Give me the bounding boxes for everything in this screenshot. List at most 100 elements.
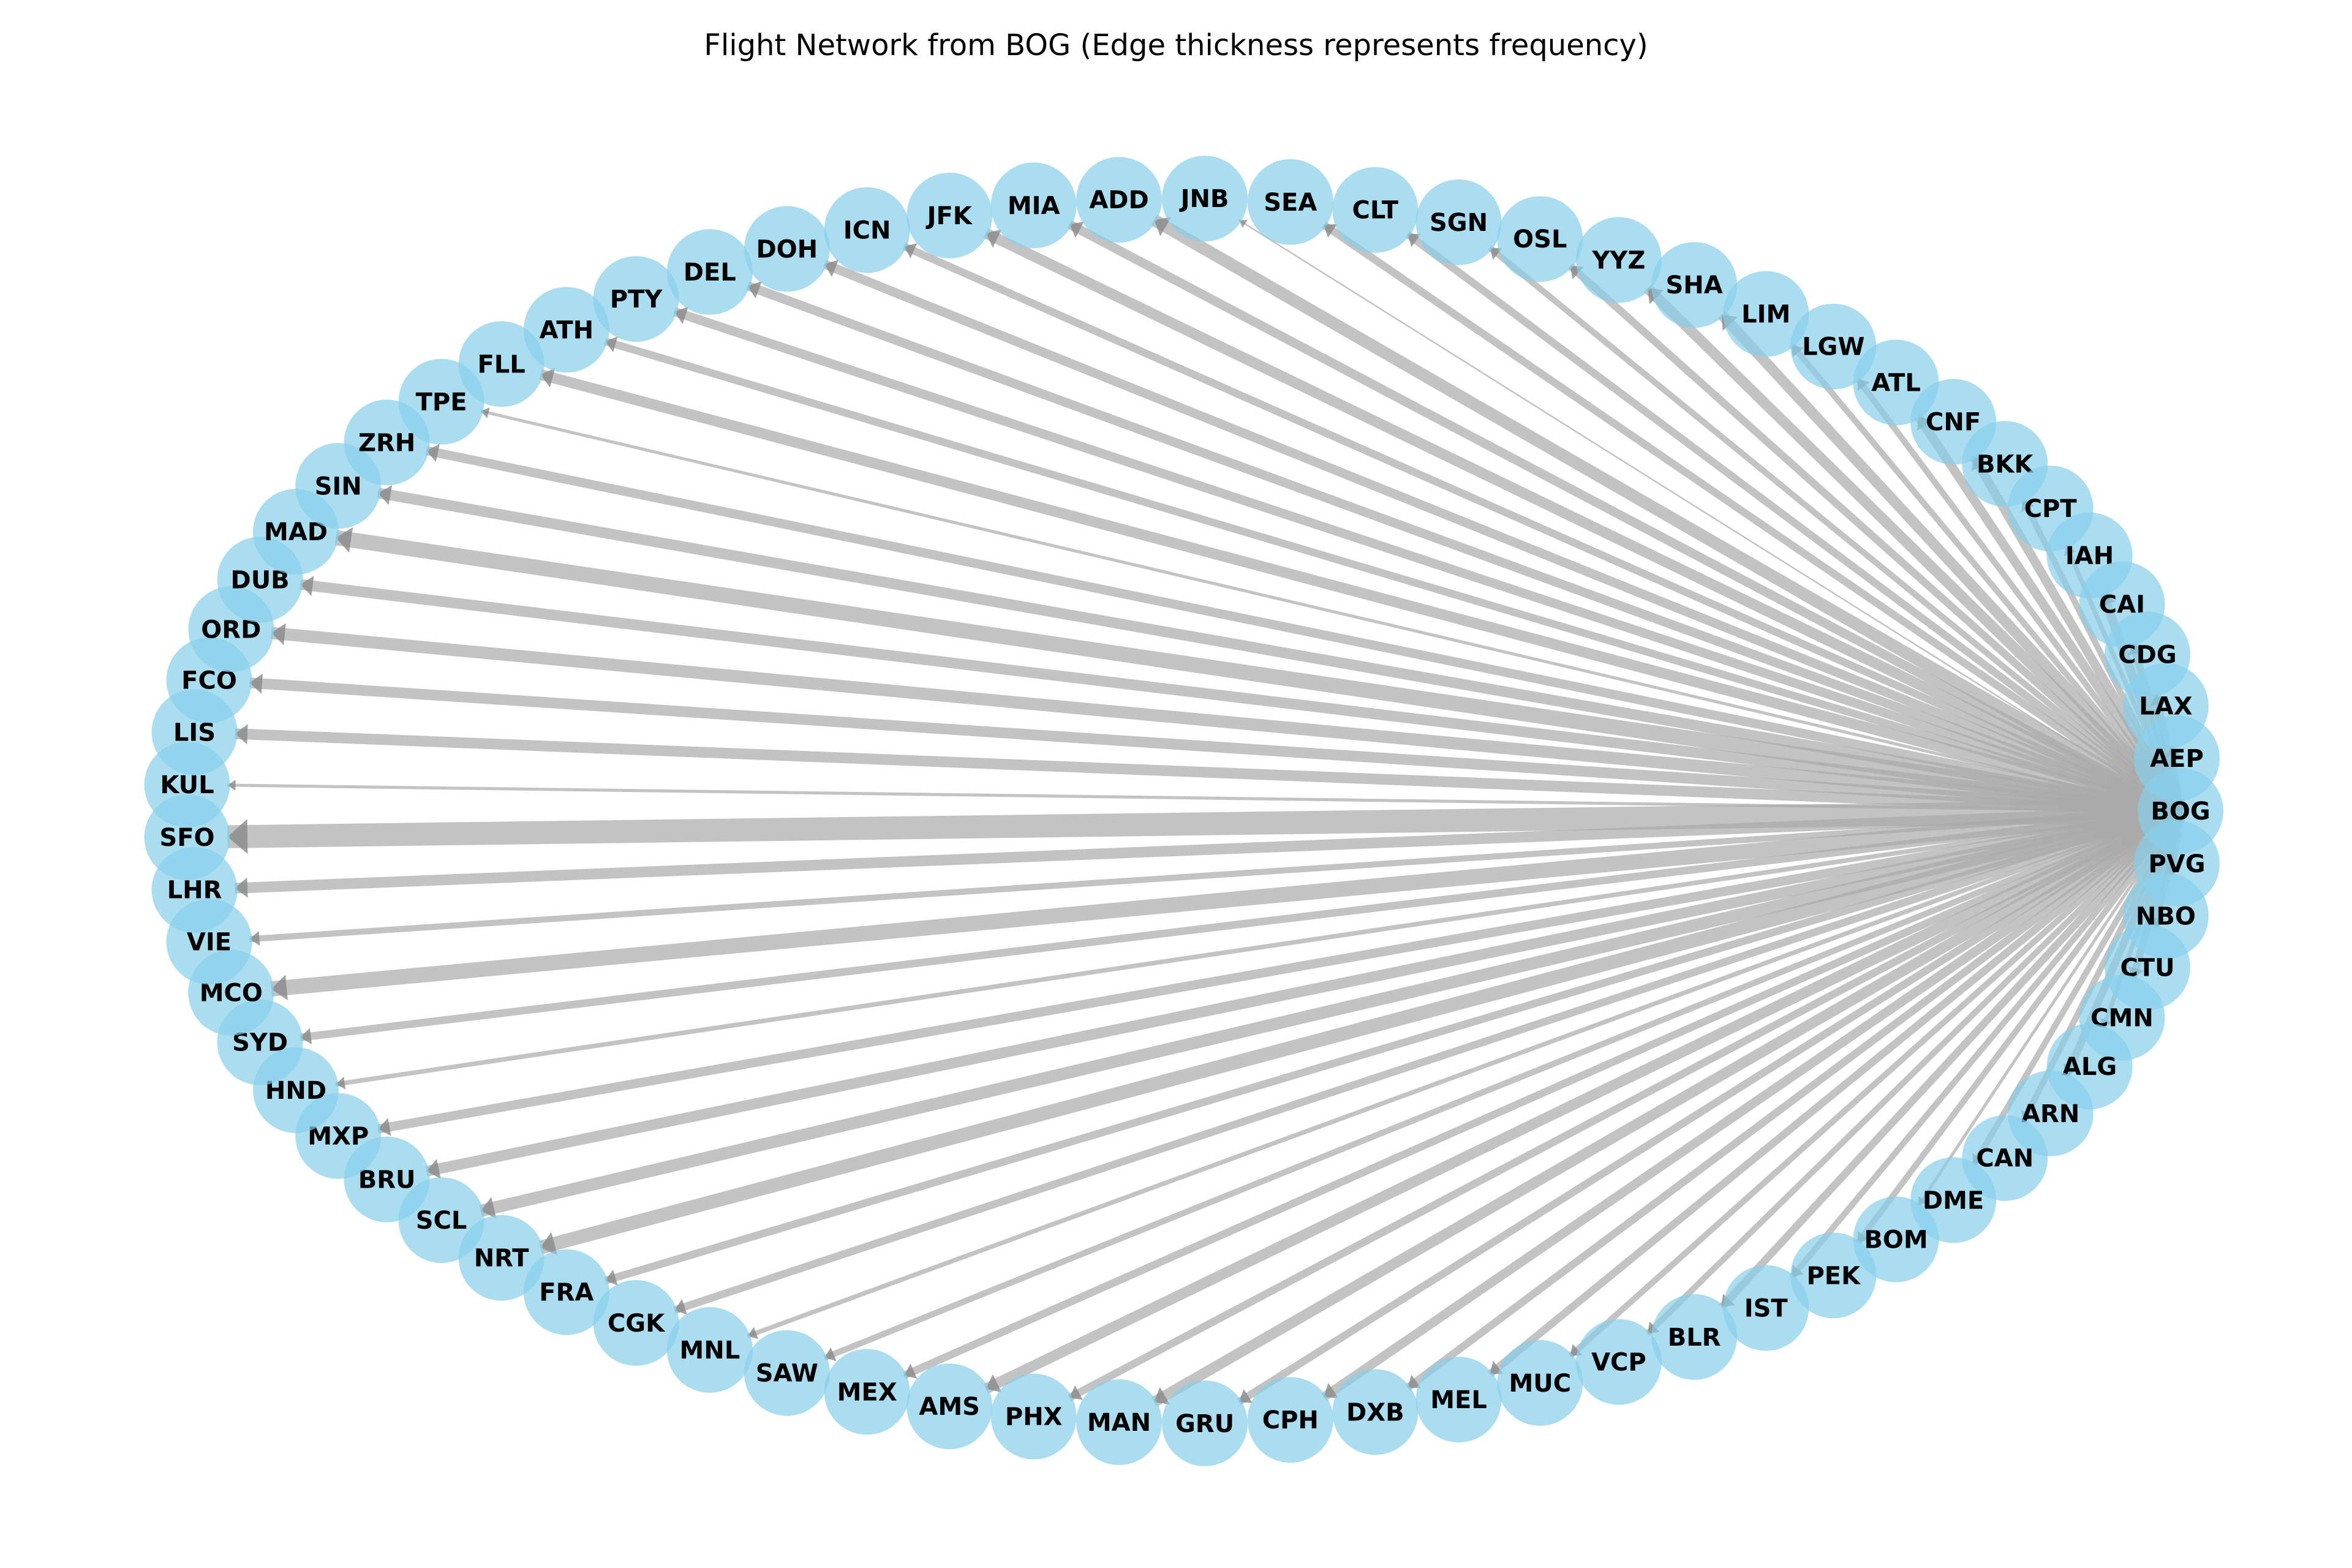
arrowhead-mco <box>271 974 288 1001</box>
edge-bog-dub <box>300 579 2182 816</box>
node-circle <box>1332 1369 1419 1455</box>
edge-bog-dxb <box>1405 807 2183 1391</box>
edge-bog-add <box>1151 214 2184 816</box>
node-circle <box>1790 1232 1877 1319</box>
node-del: DEL <box>666 229 753 315</box>
arrowhead-fra <box>605 1269 618 1286</box>
node-layer: BOGPVGNBOCTUCMNALGARNCANDMEBOMPEKISTBLRV… <box>144 156 2223 1466</box>
node-circle <box>523 287 609 373</box>
arrowhead-cgk <box>674 1298 687 1315</box>
node-circle <box>523 1249 609 1335</box>
arrowhead-phx <box>1069 1385 1083 1400</box>
edge-bog-nrt <box>538 804 2182 1254</box>
arrowhead-jnb <box>1238 220 1248 228</box>
edge-bog-mxp <box>377 806 2182 1134</box>
node-label: SIN <box>315 472 362 500</box>
node-circle <box>1497 196 1583 282</box>
node-circle <box>907 1363 993 1450</box>
edge-bog-muc <box>1568 809 2183 1359</box>
edge-bog-fco <box>249 677 2181 816</box>
edge-bog-lim <box>1789 342 2183 813</box>
edge-bog-yyz <box>1643 284 2185 815</box>
node-fll: FLL <box>458 321 545 407</box>
arrowhead-ath <box>605 336 618 353</box>
node-dxb: DXB <box>1332 1369 1419 1455</box>
node-bom: BOM <box>1853 1196 1939 1283</box>
arrowhead-doh <box>824 260 839 277</box>
node-mex: MEX <box>824 1349 910 1435</box>
node-circle <box>1853 1196 1939 1283</box>
arrowhead-fll <box>540 368 556 388</box>
node-label: GRU <box>1175 1410 1234 1438</box>
node-circle <box>666 229 753 315</box>
arrowhead-syd <box>300 1028 312 1045</box>
node-label: SFO <box>159 824 214 852</box>
node-circle <box>2134 715 2220 801</box>
node-mnl: MNL <box>666 1307 753 1393</box>
node-circle <box>458 321 545 407</box>
node-ist: IST <box>1723 1265 1809 1351</box>
node-label: TPE <box>416 388 467 417</box>
edge-bog-kul <box>227 783 2181 813</box>
node-circle <box>1497 1340 1583 1426</box>
edge-bog-saw <box>823 808 2182 1361</box>
diagram-title: Flight Network from BOG (Edge thickness … <box>704 28 1648 62</box>
node-pty: PTY <box>593 256 679 342</box>
node-label: ARN <box>2021 1100 2079 1128</box>
node-circle <box>1651 1294 1738 1380</box>
node-circle <box>1247 1377 1333 1463</box>
arrowhead-sea <box>1324 224 1338 238</box>
node-circle <box>1332 167 1419 253</box>
node-icn: ICN <box>824 187 910 273</box>
arrowhead-gru <box>1238 1389 1253 1403</box>
node-label: ATH <box>539 316 594 344</box>
edge-bog-mad <box>334 530 2182 819</box>
node-pek: PEK <box>1790 1232 1877 1319</box>
edge-bog-jnb <box>1238 219 2181 812</box>
node-circle <box>744 206 830 292</box>
edge-bog-fra <box>604 807 2182 1284</box>
edge-bog-icn <box>902 243 2182 815</box>
node-circle <box>593 1280 679 1366</box>
node-circle <box>1723 1265 1809 1351</box>
edge-bog-pty <box>673 307 2182 816</box>
edge-bog-mco <box>270 803 2182 997</box>
node-label: MEL <box>1430 1386 1487 1414</box>
node-label: JFK <box>925 202 973 230</box>
edge-bog-syd <box>300 807 2181 1042</box>
node-label: ZRH <box>358 429 415 457</box>
node-label: FLL <box>477 350 525 379</box>
node-jfk: JFK <box>907 172 993 258</box>
edge-bog-jfk <box>983 228 2183 816</box>
node-circle <box>1575 217 1662 303</box>
arrowhead-sfo <box>227 819 248 854</box>
node-fra: FRA <box>523 1249 609 1335</box>
arrowhead-fco <box>249 673 263 694</box>
arrowhead-zrh <box>426 443 440 462</box>
edge-bog-man <box>1151 806 2184 1407</box>
node-mia: MIA <box>990 162 1077 249</box>
edge-bog-mia <box>1067 220 2183 815</box>
node-doh: DOH <box>744 206 830 292</box>
arrowhead-jfk <box>986 229 1002 248</box>
edge-bog-mnl <box>747 809 2182 1338</box>
node-label: MAN <box>1087 1409 1151 1437</box>
node-mel: MEL <box>1415 1357 1502 1443</box>
node-vcp: VCP <box>1575 1319 1662 1405</box>
edge-bog-cph <box>1321 807 2184 1401</box>
node-label: SEA <box>1264 189 1317 217</box>
arrowhead-saw <box>824 1347 837 1361</box>
node-label: BKK <box>1977 450 2034 478</box>
arrowhead-scl <box>480 1197 497 1219</box>
node-phx: PHX <box>990 1373 1077 1460</box>
edge-bog-clt <box>1405 231 2183 815</box>
node-saw: SAW <box>744 1330 830 1416</box>
node-label: SHA <box>1665 271 1722 300</box>
node-circle <box>1247 159 1333 245</box>
node-circle <box>1162 1380 1248 1466</box>
edge-bog-phx <box>1068 807 2182 1401</box>
node-label: BLR <box>1668 1324 1721 1352</box>
node-gru: GRU <box>1162 1380 1248 1466</box>
arrowhead-vie <box>249 931 260 946</box>
node-label: AEP <box>2150 745 2204 773</box>
